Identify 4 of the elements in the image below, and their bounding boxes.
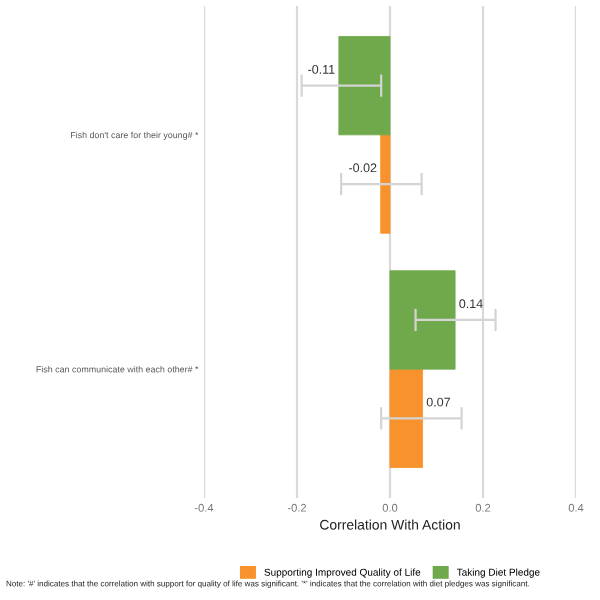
bar [338, 36, 391, 136]
bar [380, 134, 391, 234]
bar [389, 368, 423, 468]
bar [389, 270, 456, 370]
